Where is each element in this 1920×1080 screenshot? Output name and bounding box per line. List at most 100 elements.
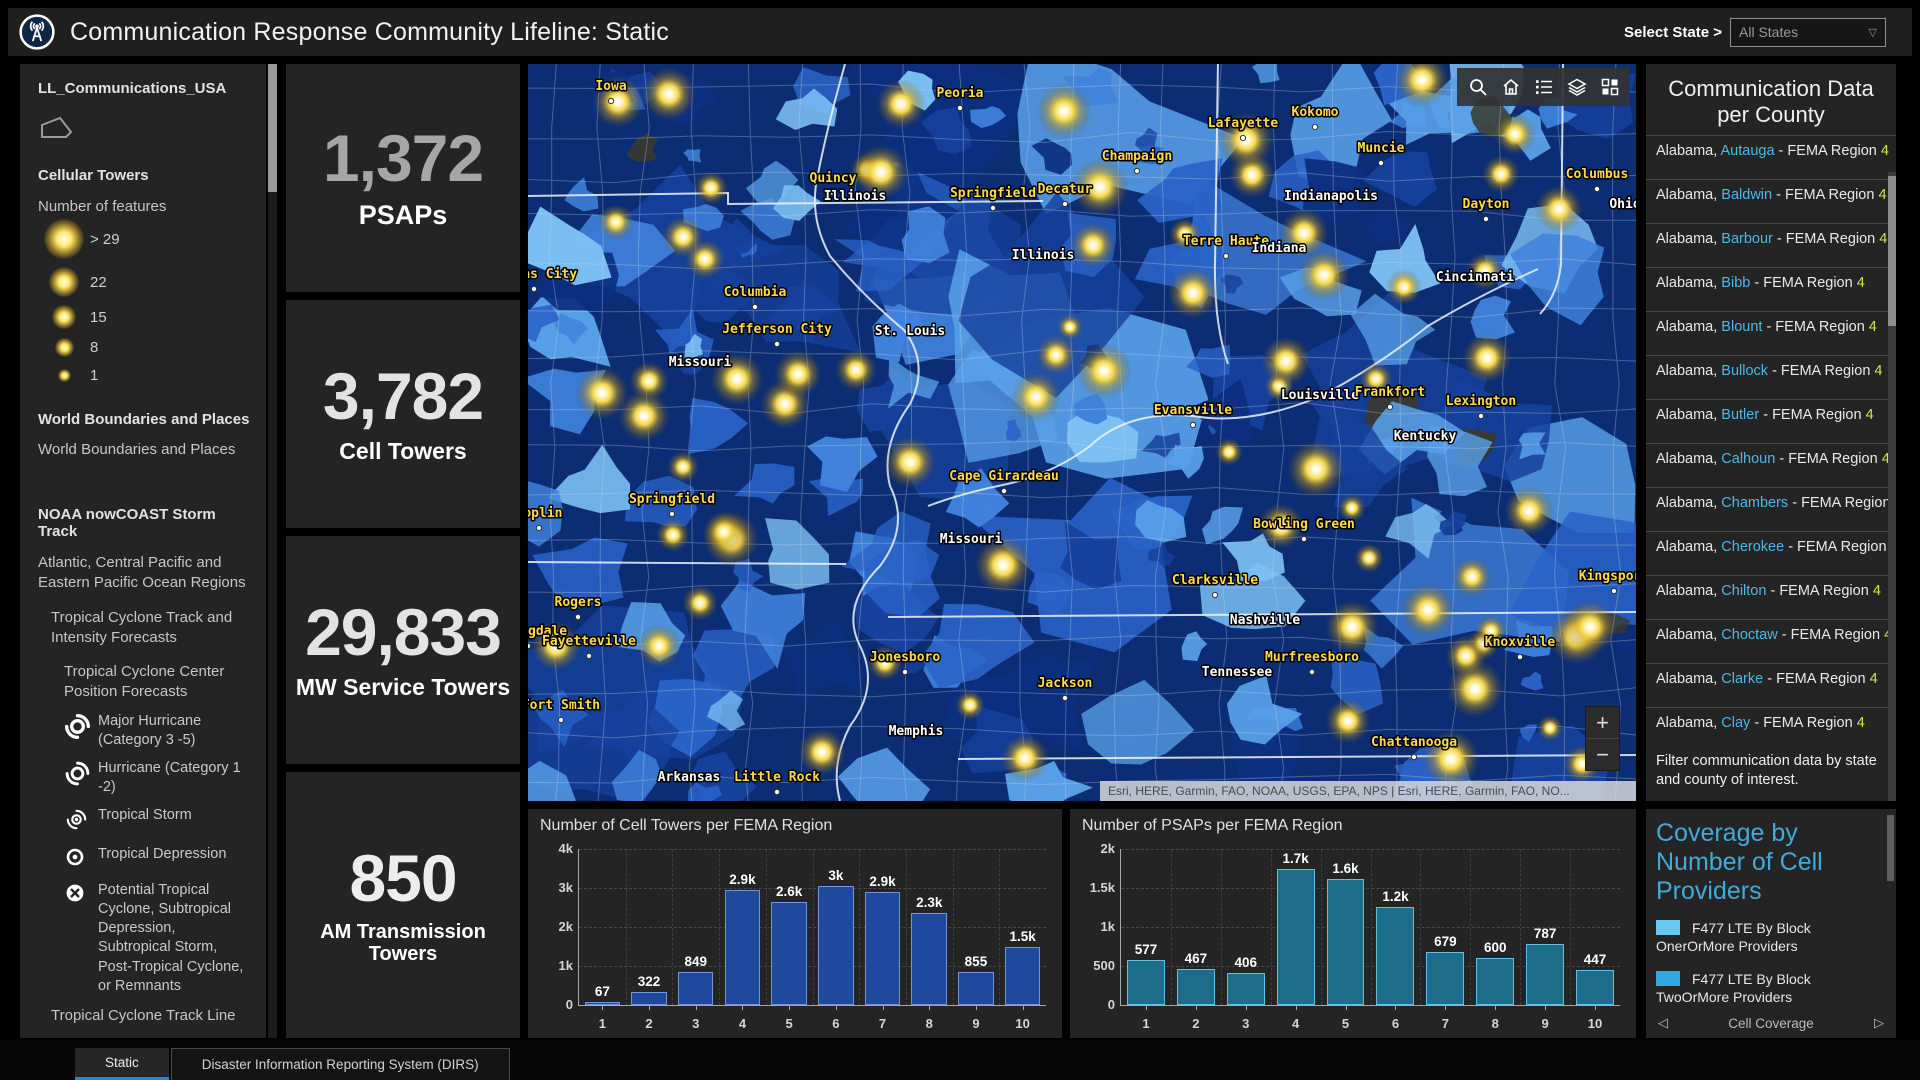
list-item[interactable]: Alabama, Choctaw - FEMA Region 4 [1646,618,1896,663]
svg-text:Iowa: Iowa [595,79,626,94]
list-item[interactable]: Alabama, Clarke - FEMA Region 4 [1646,662,1896,707]
list-item[interactable]: Alabama, Calhoun - FEMA Region 4 [1646,442,1896,487]
bar-value-label: 1.2k [1382,888,1409,904]
svg-text:Rogers: Rogers [555,595,602,610]
legend-noaa-forecast: Tropical Cyclone Track and Intensity For… [51,608,233,646]
svg-text:Illinois: Illinois [1012,248,1075,263]
feature-class-row: 1 [38,361,250,389]
kpi-value: 1,372 [322,121,484,196]
list-item[interactable]: Alabama, Clay - FEMA Region 4 [1646,706,1896,751]
search-icon[interactable] [1461,68,1494,106]
svg-text:Ohio: Ohio [1609,197,1636,212]
tower-density-dot-icon [54,337,74,357]
tower-density-dot-icon [44,219,84,259]
list-item[interactable]: Alabama, Cherokee - FEMA Region 4 [1646,530,1896,575]
storm-legend-row: Tropical Depression [64,845,250,872]
coverage-swatch-icon [1656,920,1680,936]
list-item[interactable]: Alabama, Chambers - FEMA Region 4 [1646,486,1896,531]
county-scrollbar[interactable] [1888,172,1896,801]
svg-text:Kansas City: Kansas City [528,267,577,282]
svg-text:St. Louis: St. Louis [875,324,945,339]
legend-noaa-position: Tropical Cyclone Center Position Forecas… [64,663,225,701]
home-icon[interactable] [1494,68,1527,106]
tab-static[interactable]: Static [75,1048,169,1080]
kpi-label: PSAPs [358,200,448,231]
bar-value-label: 600 [1483,940,1507,956]
x-axis-tick-label: 6 [832,1016,840,1031]
svg-text:Knoxville: Knoxville [1485,635,1556,650]
bar [1426,952,1465,1005]
list-item[interactable]: Alabama, Bibb - FEMA Region 4 [1646,266,1896,311]
chart-psaps-per-fema-region: Number of PSAPs per FEMA Region 2k 1.5k 1k… [1070,809,1636,1038]
list-item[interactable]: Alabama, Blount - FEMA Region 4 [1646,310,1896,355]
bar-value-label: 3k [828,868,844,884]
coverage-scrollbar-thumb[interactable] [1887,815,1894,881]
list-item[interactable]: Alabama, Barbour - FEMA Region 4 [1646,222,1896,267]
bar [911,913,947,1005]
state-select-dropdown[interactable]: All States ▽ [1730,17,1886,47]
chevron-down-icon: ▽ [1868,26,1877,39]
x-axis-tick-label: 4 [738,1016,747,1031]
legend-feature-classes: > 29 22 15 8 1 [38,215,250,389]
svg-text:Kentucky: Kentucky [1394,429,1457,444]
svg-text:Muncie: Muncie [1358,141,1405,156]
feature-class-row: 15 [38,301,250,333]
svg-text:Lafayette: Lafayette [1208,116,1279,131]
legend-scrollbar[interactable] [268,64,277,1038]
tab-dirs[interactable]: Disaster Information Reporting System (D… [170,1048,510,1080]
feature-class-label: 1 [90,366,99,384]
x-axis-tick-label: 4 [1292,1016,1300,1031]
list-item[interactable]: Alabama, Bullock - FEMA Region 4 [1646,354,1896,399]
list-item[interactable]: Alabama, Butler - FEMA Region 4 [1646,398,1896,443]
svg-text:Memphis: Memphis [889,724,944,739]
y-axis-tick-label: 1.5k [1089,880,1115,895]
svg-text:Kokomo: Kokomo [1292,105,1339,120]
svg-text:Decatur: Decatur [1038,182,1093,197]
y-axis-tick-label: 4k [558,841,573,856]
zoom-out-button[interactable]: − [1586,738,1619,770]
legend-list-icon[interactable] [1527,68,1560,106]
svg-text:Peoria: Peoria [937,86,984,101]
bar [1126,960,1165,1005]
potential-cyclone-icon [64,881,98,996]
map[interactable]: Iowa Peoria Kokomo Lafayette Muncie Champaign… [528,64,1636,801]
legend-noaa-title: NOAA nowCOAST Storm Track [38,506,216,540]
list-item[interactable]: Alabama, Baldwin - FEMA Region 4 [1646,178,1896,223]
x-axis-tick-label: 7 [878,1016,887,1031]
bar-value-label: 787 [1533,925,1557,941]
prev-arrow-icon[interactable]: ◁ [1658,1015,1668,1030]
svg-text:Lexington: Lexington [1446,394,1516,409]
svg-text:Springfield: Springfield [950,186,1036,201]
chart-cell-towers-per-fema-region: Number of Cell Towers per FEMA Region 4k… [528,809,1062,1038]
list-item[interactable]: Alabama, Chilton - FEMA Region 4 [1646,574,1896,619]
layers-icon[interactable] [1560,68,1593,106]
coverage-footer: ◁ Cell Coverage ▷ [1646,1008,1896,1038]
next-arrow-icon[interactable]: ▷ [1874,1015,1884,1030]
bar [1004,946,1041,1005]
legend-noaa-region: Atlantic, Central Pacific and Eastern Pa… [38,554,246,592]
coverage-swatch-icon [1656,970,1680,986]
city-labels: Iowa Peoria Kokomo Lafayette Muncie Champaign… [528,78,1636,796]
zoom-in-button[interactable]: + [1596,709,1609,735]
svg-text:Clarksville: Clarksville [1172,573,1258,588]
map-zoom-control: + − [1585,706,1620,771]
x-axis-tick-label: 8 [1491,1016,1499,1031]
coverage-legend-label: F477 LTE By Block OnerOrMore Providers [1656,920,1811,955]
x-axis-tick-label: 10 [1015,1016,1030,1031]
bar [958,971,994,1005]
legend-scrollbar-thumb[interactable] [268,64,277,192]
svg-text:Terre Haute: Terre Haute [1183,234,1269,249]
coverage-footer-label: Cell Coverage [1728,1015,1814,1031]
x-axis-tick-label: 6 [1391,1016,1400,1031]
svg-text:Indiana: Indiana [1252,241,1307,256]
list-item[interactable]: Alabama, Autauga - FEMA Region 4 [1646,134,1896,179]
svg-text:Little Rock: Little Rock [734,770,820,785]
app-header: Communication Response Community Lifelin… [8,8,1912,56]
coverage-panel: Coverage by Number of Cell Providers F47… [1646,809,1896,1038]
tower-density-dot-icon [49,267,79,297]
basemap-icon[interactable] [1593,68,1626,106]
county-scrollbar-thumb[interactable] [1888,176,1896,326]
svg-text:Joplin: Joplin [528,506,562,521]
tower-density-dot-icon [57,368,71,382]
chart-plot: 2k 1.5k 1k 500 0 577 1 467 2 406 3 1.7k 4 1.6k 5 1.2k 6 6… [1090,841,1620,1031]
